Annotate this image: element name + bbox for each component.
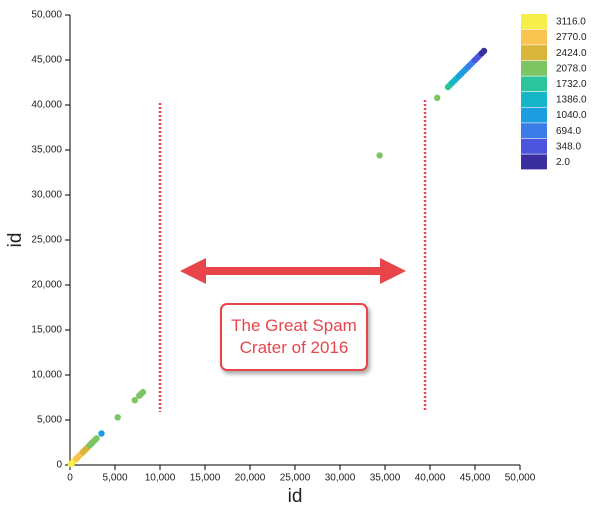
legend-label: 694.0 <box>556 126 581 137</box>
y-axis-title: id <box>5 233 26 248</box>
legend-label: 348.0 <box>556 141 581 152</box>
x-axis-title: id <box>288 486 303 507</box>
legend-swatch <box>521 138 547 154</box>
y-tick-label: 30,000 <box>31 190 62 201</box>
y-tick-label: 45,000 <box>31 55 62 66</box>
arrow-head <box>380 258 406 284</box>
legend-label: 3116.0 <box>556 17 586 28</box>
legend-swatch <box>521 154 547 170</box>
x-tick-label: 25,000 <box>280 473 311 484</box>
legend-label: 1386.0 <box>556 95 587 106</box>
x-tick-label: 5,000 <box>102 473 127 484</box>
legend-label: 2424.0 <box>556 48 587 59</box>
point <box>98 430 105 437</box>
legend-label: 2.0 <box>556 157 570 168</box>
point <box>131 397 138 404</box>
annotation: The Great Spam Crater of 2016 <box>220 303 368 371</box>
point <box>139 388 147 396</box>
y-tick-label: 40,000 <box>31 100 62 111</box>
x-tick-label: 15,000 <box>190 473 221 484</box>
x-tick-label: 50,000 <box>505 473 536 484</box>
point <box>114 414 121 421</box>
x-tick-label: 20,000 <box>235 473 266 484</box>
arrow-head <box>180 258 206 284</box>
legend-label: 1040.0 <box>556 110 587 121</box>
legend-swatch <box>521 29 547 45</box>
point <box>434 94 441 102</box>
y-tick-label: 20,000 <box>31 280 62 291</box>
y-tick-label: 5,000 <box>37 415 62 426</box>
y-tick-label: 15,000 <box>31 325 62 336</box>
x-tick-label: 30,000 <box>325 473 356 484</box>
legend-label: 2078.0 <box>556 63 587 74</box>
y-tick-label: 50,000 <box>31 10 62 21</box>
legend-label: 1732.0 <box>556 79 587 90</box>
legend-swatch <box>521 14 547 29</box>
legend-swatch <box>521 45 547 61</box>
point <box>93 435 100 442</box>
legend-swatch <box>521 60 547 76</box>
legend-label: 2770.0 <box>556 32 587 43</box>
y-tick-label: 10,000 <box>31 370 62 381</box>
x-tick-label: 35,000 <box>370 473 401 484</box>
x-tick-label: 40,000 <box>415 473 446 484</box>
legend-swatch <box>521 123 547 139</box>
y-tick-label: 0 <box>56 460 62 471</box>
legend-swatch <box>521 76 547 92</box>
point <box>480 47 488 55</box>
legend-swatch <box>521 92 547 107</box>
y-tick-label: 25,000 <box>31 235 62 246</box>
point <box>376 152 383 159</box>
x-tick-label: 10,000 <box>145 473 176 484</box>
legend-swatch <box>521 107 547 123</box>
x-tick-label: 45,000 <box>460 473 491 484</box>
x-tick-label: 0 <box>67 473 73 484</box>
y-tick-label: 35,000 <box>31 145 62 156</box>
